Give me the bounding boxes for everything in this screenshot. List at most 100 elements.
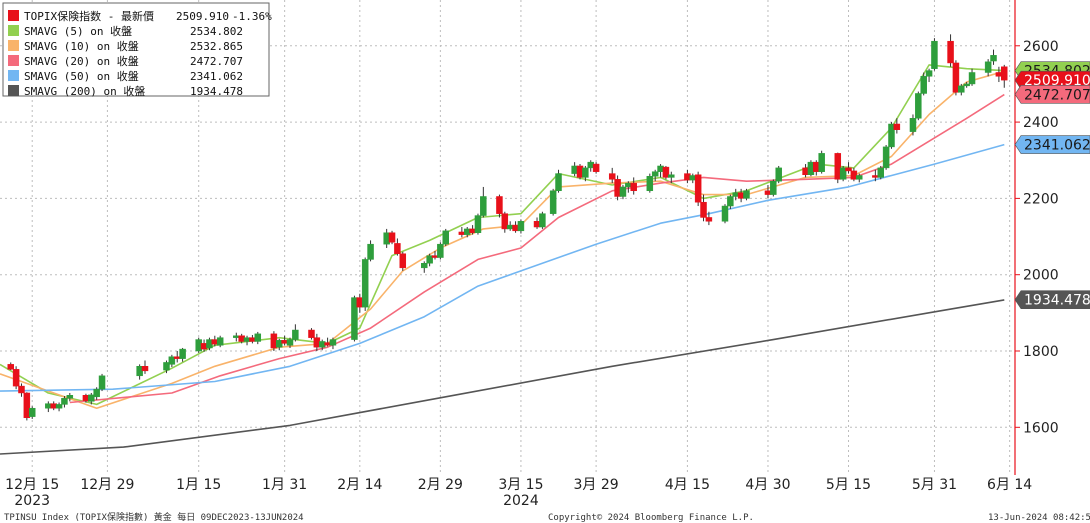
- candlestick: [893, 118, 901, 134]
- candle-body: [270, 333, 278, 349]
- candlestick: [625, 181, 632, 193]
- candlestick: [587, 160, 594, 172]
- candle-body: [18, 385, 25, 394]
- x-axis-tick-labels: 12月 15 12月 29 1月 15 1月 31 2月 14 2月 29 3月 15 3月 …: [5, 477, 1032, 509]
- candlestick: [882, 144, 890, 170]
- candle-body: [136, 366, 143, 377]
- candlestick: [608, 167, 616, 184]
- candlestick: [329, 337, 337, 350]
- candle-body: [421, 263, 428, 269]
- candle-body: [98, 375, 106, 390]
- x-tick-label: 5月 15: [826, 477, 871, 493]
- series-line: [0, 299, 1005, 455]
- x-tick-label: 1月 15: [176, 477, 221, 493]
- candle-body: [721, 205, 729, 222]
- candle-body: [662, 166, 670, 178]
- candle-body: [856, 175, 863, 180]
- candle-body: [55, 404, 63, 409]
- y-tick-label: 1600: [1023, 420, 1059, 436]
- y-tick-label: 1800: [1023, 344, 1059, 360]
- candlestick: [770, 179, 777, 197]
- candlestick: [394, 238, 401, 256]
- candlestick: [12, 366, 20, 390]
- x-year-label: 2024: [503, 493, 539, 509]
- candle-body: [45, 403, 52, 409]
- candle-body: [668, 174, 675, 178]
- candle-body: [474, 215, 482, 233]
- candlestick: [437, 242, 444, 260]
- candle-body: [216, 337, 224, 346]
- candlestick: [931, 38, 938, 71]
- candle-body: [587, 161, 594, 169]
- candle-body: [93, 388, 100, 398]
- candlestick: [98, 373, 106, 392]
- value-tag-text: 1934.478: [1024, 293, 1090, 309]
- x-year-label: 2023: [14, 493, 50, 509]
- x-tick-label: 12月 29: [80, 477, 134, 493]
- candlestick: [458, 227, 466, 238]
- legend-swatch: [8, 40, 19, 51]
- legend-label: SMAVG (5) on 收盤: [24, 24, 132, 38]
- moving-average-lines: [0, 64, 1005, 455]
- chart-gridlines: [0, 0, 1015, 475]
- candle-body: [592, 163, 600, 172]
- candlestick: [506, 221, 514, 231]
- value-tag-text: 2472.707: [1024, 87, 1090, 103]
- legend-swatch: [8, 25, 19, 36]
- legend-value: 2341.062: [190, 70, 243, 83]
- candle-body: [254, 333, 262, 342]
- candlestick: [925, 68, 933, 83]
- candle-body: [426, 255, 433, 264]
- candlestick: [657, 164, 664, 178]
- candlestick: [270, 331, 278, 352]
- candlestick: [721, 204, 729, 224]
- x-tick-label: 3月 29: [574, 477, 619, 493]
- candlestick: [732, 188, 739, 201]
- candlestick: [61, 396, 68, 408]
- candle-body: [958, 85, 965, 93]
- candlestick: [818, 150, 825, 174]
- candle-body: [286, 339, 294, 346]
- candlestick: [88, 392, 95, 405]
- candlestick: [45, 401, 52, 413]
- candle-body: [308, 329, 315, 338]
- x-tick-label: 4月 15: [665, 477, 710, 493]
- candlestick: [249, 334, 256, 344]
- candle-body: [388, 232, 396, 243]
- y-tick-label: 2000: [1023, 268, 1059, 284]
- candlestick: [963, 82, 970, 88]
- candle-body: [179, 348, 186, 359]
- candle-body: [845, 167, 852, 172]
- candle-body: [12, 369, 20, 387]
- candlestick: [276, 338, 283, 351]
- candle-body: [727, 196, 734, 207]
- candlestick: [195, 337, 202, 353]
- candlestick: [7, 362, 14, 371]
- candle-body: [163, 362, 170, 371]
- candle-body: [249, 337, 256, 342]
- legend-label: SMAVG (10) on 收盤: [24, 39, 139, 53]
- candle-body: [442, 230, 449, 245]
- candlestick: [93, 387, 100, 400]
- candlestick: [549, 188, 557, 216]
- legend-value: 2472.707: [190, 55, 243, 68]
- candle-body: [533, 221, 541, 228]
- candle-body: [399, 253, 407, 269]
- candlestick: [984, 59, 992, 77]
- candle-body: [743, 190, 750, 199]
- y-tick-label: 2600: [1023, 39, 1059, 55]
- candle-body: [206, 339, 213, 349]
- candle-body: [324, 342, 331, 346]
- candlestick: [662, 165, 670, 180]
- candle-body: [7, 364, 14, 370]
- candlestick: [361, 257, 369, 311]
- legend-label: TOPIX保険指数 - 最新價: [24, 9, 154, 23]
- candlesticks: [7, 34, 1008, 421]
- candle-body: [173, 356, 181, 359]
- series-line: [0, 70, 1005, 410]
- candlestick: [619, 185, 627, 200]
- candlestick: [179, 347, 186, 362]
- candle-body: [329, 339, 337, 346]
- x-tick-label: 12月 15: [5, 477, 59, 493]
- candle-body: [539, 213, 546, 228]
